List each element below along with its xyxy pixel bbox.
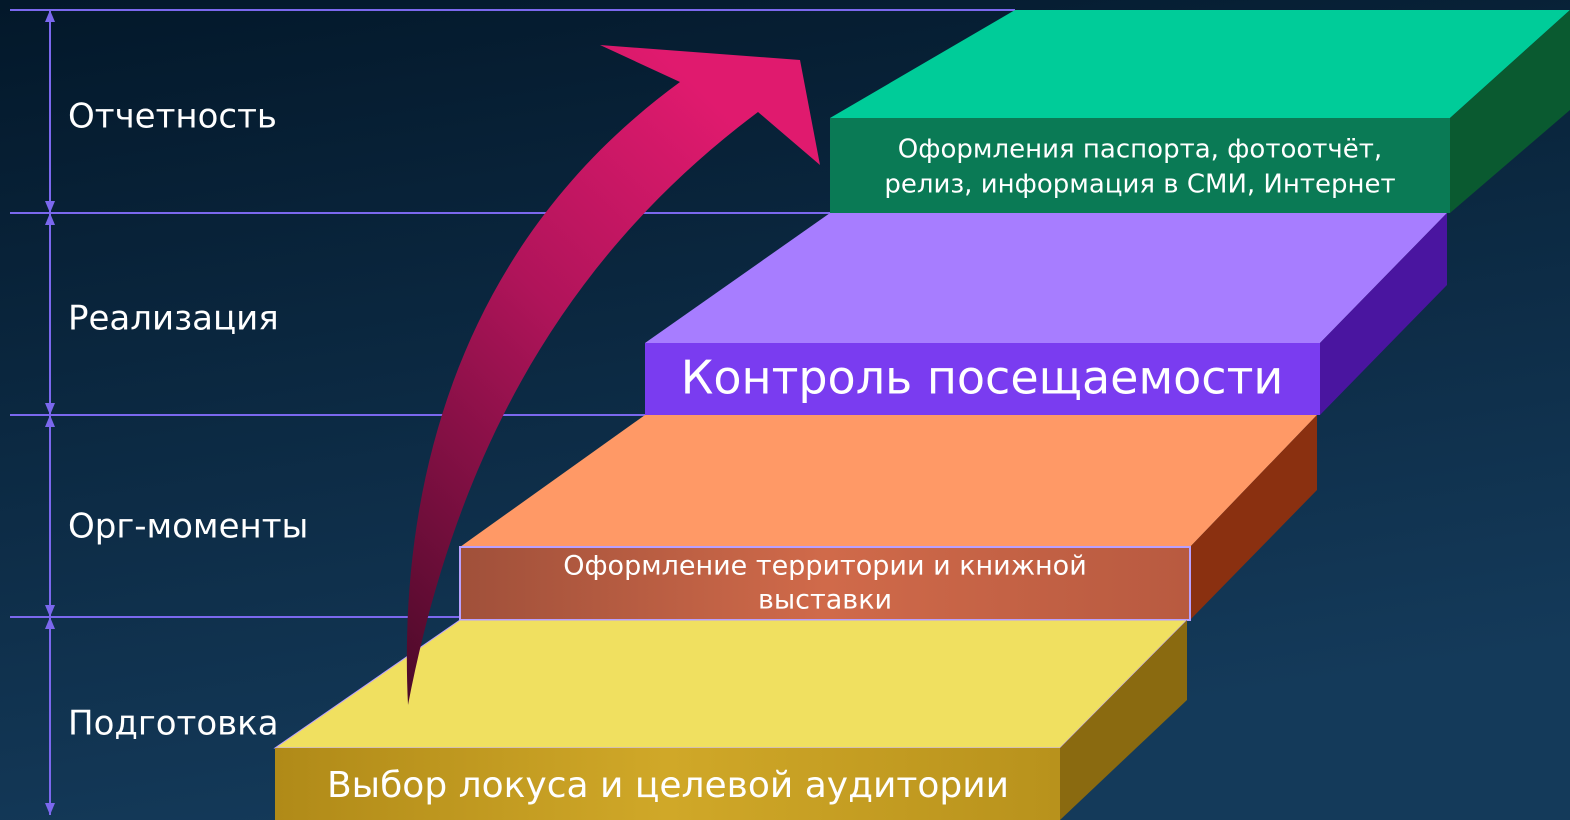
stage-label: Орг-моменты bbox=[68, 507, 308, 547]
page: Отчетность Реализация Орг-моменты Подгот… bbox=[0, 0, 1570, 820]
step-text: Выбор локуса и целевой аудитории bbox=[327, 765, 1009, 806]
step-text: Контроль посещаемости bbox=[681, 351, 1284, 405]
stage-label: Подготовка bbox=[68, 704, 279, 744]
diagram: Отчетность Реализация Орг-моменты Подгот… bbox=[0, 0, 1570, 820]
step-text: Оформление территории и книжной bbox=[563, 551, 1087, 582]
step-text: релиз, информация в СМИ, Интернет bbox=[884, 170, 1395, 200]
stage-label: Отчетность bbox=[68, 97, 277, 137]
stage-label: Реализация bbox=[68, 299, 279, 339]
step-text: Оформления паспорта, фотоотчёт, bbox=[898, 135, 1382, 165]
step-text: выставки bbox=[758, 585, 892, 616]
